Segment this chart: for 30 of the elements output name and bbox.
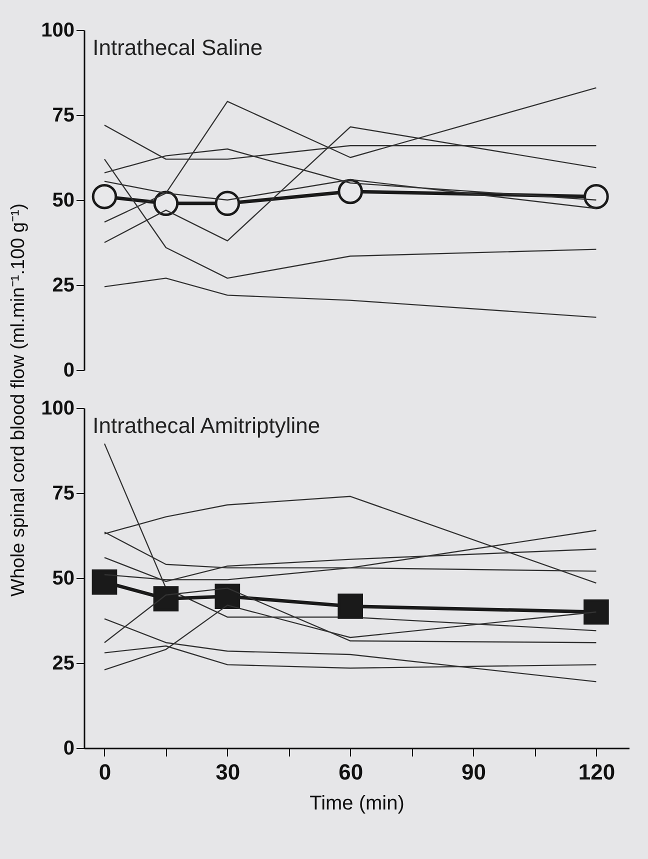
point [92,569,118,595]
x-tick-label: 90 [462,760,486,784]
line-series [104,278,597,318]
y-tick-label: 100 [41,20,74,42]
y-tick-label: 0 [63,738,74,760]
y-tick-label: 0 [63,360,74,382]
y-tick-label: 25 [52,274,74,296]
x-tick-label: 120 [578,760,616,784]
y-tick-label: 75 [52,104,74,126]
point [338,178,364,204]
y-tick-label: 50 [52,190,74,212]
x-tick-label: 30 [216,760,240,784]
point [214,190,240,216]
point [584,599,609,625]
y-tick-label: 25 [52,652,74,674]
point [584,184,609,210]
point [153,586,179,612]
x-tick-label: 0 [98,760,112,784]
point [214,584,240,610]
y-tick-label: 75 [52,482,74,504]
x-axis-title: Time (min) [310,792,404,814]
y-tick-label: 50 [52,568,74,590]
chart-title: Intrathecal Saline [92,35,263,60]
y-axis-title: Whole spinal cord blood flow (ml.min⁻¹.100 g⁻¹) [7,203,30,597]
point [338,594,364,619]
chart-title: Intrathecal Amitriptyline [92,413,320,438]
y-tick-label: 100 [41,398,74,420]
x-tick-label: 60 [338,760,364,784]
point [153,190,179,216]
point [92,184,118,210]
